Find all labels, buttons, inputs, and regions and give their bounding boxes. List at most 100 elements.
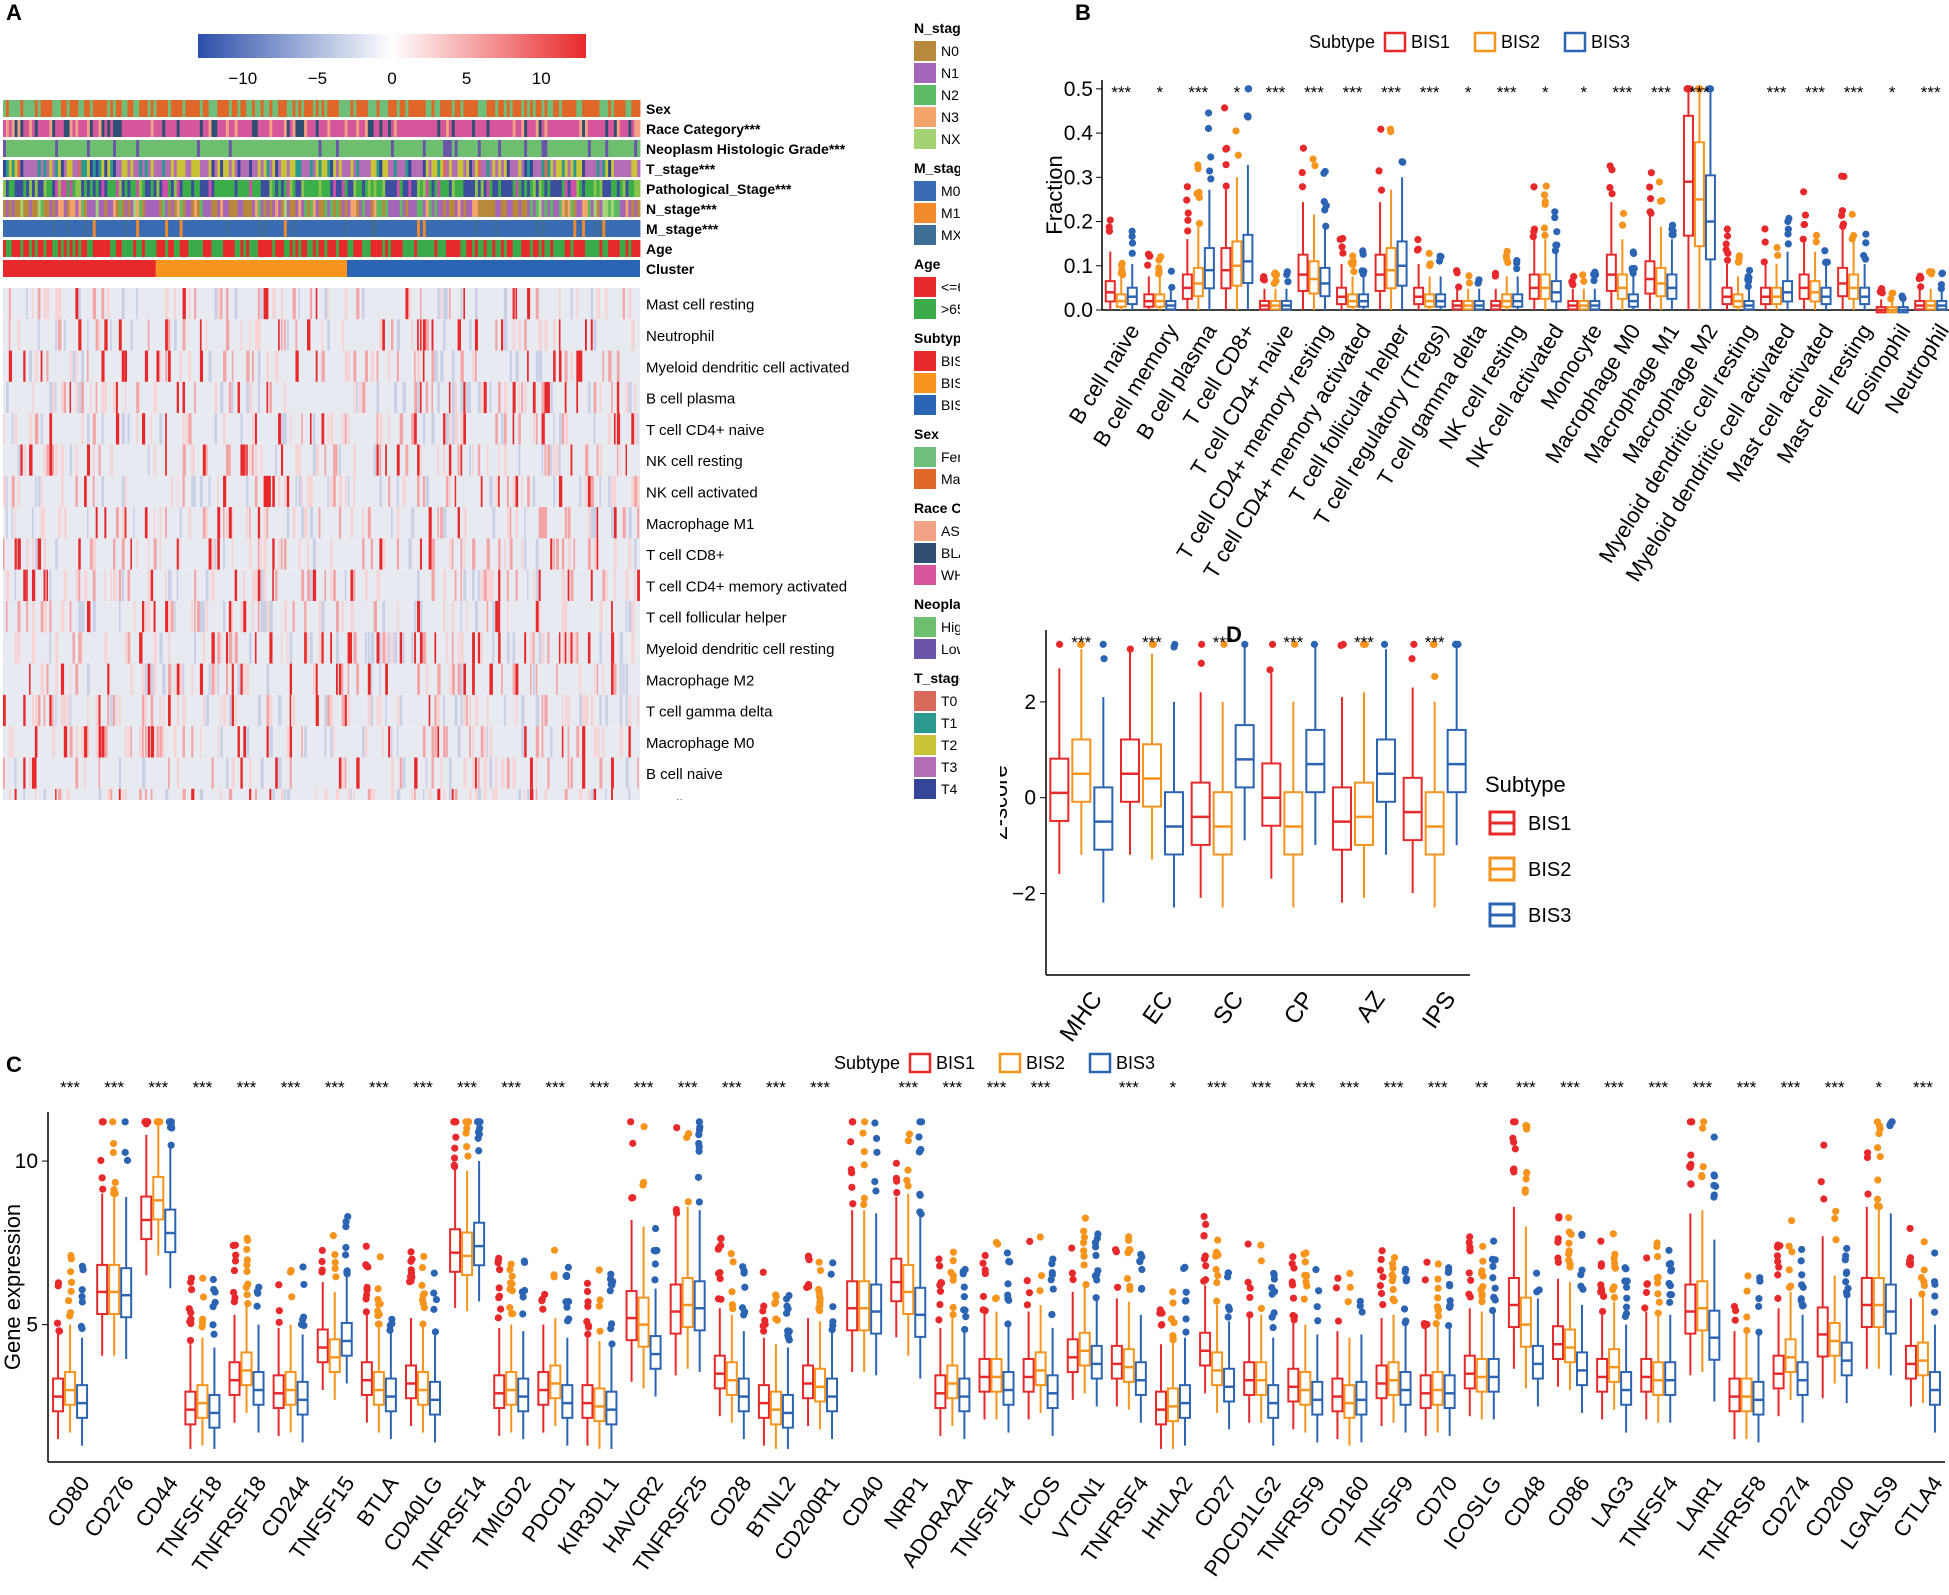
heatmap-cell [168,601,172,633]
annotation-cell [405,180,409,197]
annotation-cell [208,180,212,197]
heatmap-cell [280,788,284,800]
annotation-cell [388,140,392,157]
annotation-cell [472,140,476,157]
heatmap-cell [474,350,477,382]
annotation-cell [495,140,499,157]
annotation-cell [593,200,597,217]
heatmap-cell [509,507,512,539]
annotation-cell [104,180,108,197]
annotation-cell [231,100,236,117]
heatmap-cell [561,601,566,633]
annotation-cell [254,160,259,177]
outlier-point [318,1246,326,1255]
annotation-cell [501,240,505,257]
annotation-cell [486,220,490,237]
annotation-cell [367,160,372,177]
annotation-cell [3,140,7,157]
heatmap-cell [121,475,125,508]
annotation-cell [512,160,516,177]
annotation-cell [121,100,126,117]
annotation-cell [373,120,377,137]
annotation-cell [529,100,534,117]
annotation-cell [344,180,348,197]
annotation-cell [411,220,415,237]
annotation-cell [611,140,615,157]
box [1319,167,1331,310]
annotation-cell [275,140,279,157]
heatmap-cell [199,350,204,382]
annotation-cell [312,100,317,117]
outlier-point [684,1198,692,1206]
outlier-point [583,1287,592,1296]
heatmap-cell [628,538,632,570]
annotation-cell [356,100,360,117]
annotation-cell [330,140,334,157]
annotation-track-label: Sex [646,101,671,117]
annotation-cell [130,140,134,157]
annotation-cell [466,140,470,157]
heatmap-cell [474,694,479,727]
outlier-point [1207,175,1215,183]
annotation-cell [127,140,131,157]
heatmap-cell [483,569,487,601]
outlier-point [550,1246,559,1254]
annotation-cell [327,140,331,157]
annotation-cell [570,180,574,197]
heatmap-cell [590,475,594,508]
annotation-cell [440,240,444,257]
box [713,1234,726,1417]
annotation-cell [95,100,99,117]
annotation-cell [104,140,108,157]
heatmap-cell [527,475,530,508]
annotation-cell [272,180,276,197]
heatmap-cell [110,694,114,727]
heatmap-cell [561,569,566,601]
annotation-cell [185,140,189,157]
annotation-cell [483,200,487,217]
heatmap-cell [144,694,147,727]
outlier-point [1350,268,1358,276]
heatmap-cell [489,569,493,601]
annotation-cell [341,220,346,237]
heatmap-cell [446,288,448,320]
annotation-cell [260,140,264,157]
x-tick-label: MHC [1055,987,1108,1047]
heatmap-cell [489,757,493,789]
annotation-cell [278,140,282,157]
box-iqr [814,1367,827,1403]
heatmap-cell [295,475,297,508]
heatmap-row-label: NK cell resting [646,453,743,470]
annotation-cell [469,100,473,117]
annotation-cell [564,100,569,117]
heatmap-cell [469,319,472,351]
heatmap-cell [86,694,89,727]
annotation-cell [454,160,458,177]
heatmap-cell [81,381,85,414]
annotation-cell [205,200,209,217]
heatmap-cell [318,601,322,633]
heatmap-cell [556,663,558,695]
annotation-cell [159,120,163,137]
heatmap-cell [579,475,582,508]
heatmap-cell [26,538,29,570]
heatmap-cell [443,726,446,758]
heatmap-cell [558,413,562,445]
annotation-cell [234,180,238,197]
annotation-cell [194,200,198,217]
heatmap-cell [159,632,163,664]
heatmap-cell [63,319,66,351]
annotation-cell [263,140,267,157]
annotation-cell [8,100,13,117]
heatmap-cell [58,788,62,800]
outlier-point [759,1322,767,1330]
heatmap-cell [512,632,516,664]
annotation-cell [217,140,221,157]
outlier-point [374,1312,382,1320]
heatmap-cell [60,381,65,414]
annotation-cell [521,220,525,237]
heatmap-cell [631,413,635,445]
annotation-cell [535,160,540,177]
annotation-cell [246,180,250,197]
annotation-cell [43,240,47,257]
